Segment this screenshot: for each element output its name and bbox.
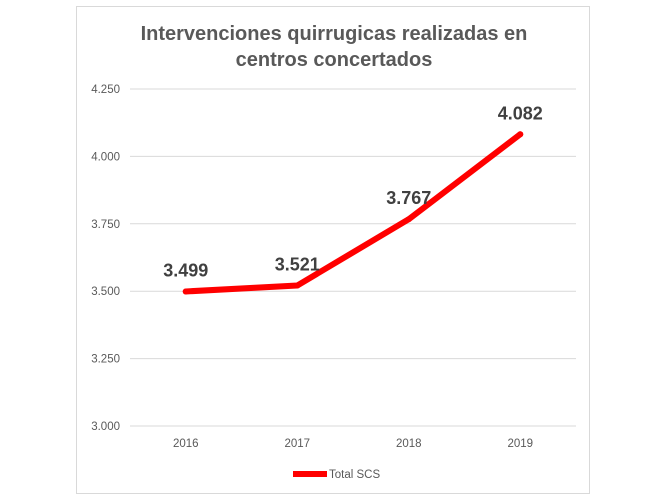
x-tick-label: 2017 (284, 438, 310, 450)
chart-title-line-1: Intervenciones quirrugicas realizadas en (141, 23, 528, 45)
x-axis-tick-labels: 2016 2017 2018 2019 (173, 438, 533, 450)
legend: Total SCS (293, 469, 380, 481)
data-label: 3.521 (275, 255, 320, 275)
series-line-0 (182, 131, 524, 295)
x-tick-label: 2018 (396, 438, 422, 450)
data-label: 4.082 (498, 103, 543, 123)
y-tick-label: 3.000 (91, 421, 120, 433)
data-label: 3.499 (163, 260, 208, 280)
data-labels: 3.499 3.521 3.767 4.082 (163, 103, 543, 280)
y-tick-label: 4.000 (91, 151, 120, 163)
legend-label: Total SCS (329, 469, 380, 481)
x-tick-label: 2019 (507, 438, 533, 450)
chart-title: Intervenciones quirrugicas realizadas en… (141, 23, 528, 71)
data-point (182, 288, 189, 295)
x-tick-label: 2016 (173, 438, 199, 450)
y-tick-label: 3.250 (91, 354, 120, 366)
data-label: 3.767 (386, 188, 431, 208)
data-point (405, 216, 412, 223)
data-point (294, 282, 301, 289)
data-point (517, 131, 524, 138)
y-tick-label: 4.250 (91, 84, 120, 96)
chart-frame: Intervenciones quirrugicas realizadas en… (76, 6, 590, 494)
series-lines (182, 131, 524, 295)
y-tick-label: 3.750 (91, 219, 120, 231)
chart-title-line-2: centros concertados (236, 49, 433, 71)
y-tick-label: 3.500 (91, 286, 120, 298)
y-axis-tick-labels: 3.000 3.250 3.500 3.750 4.000 4.250 (91, 84, 120, 433)
